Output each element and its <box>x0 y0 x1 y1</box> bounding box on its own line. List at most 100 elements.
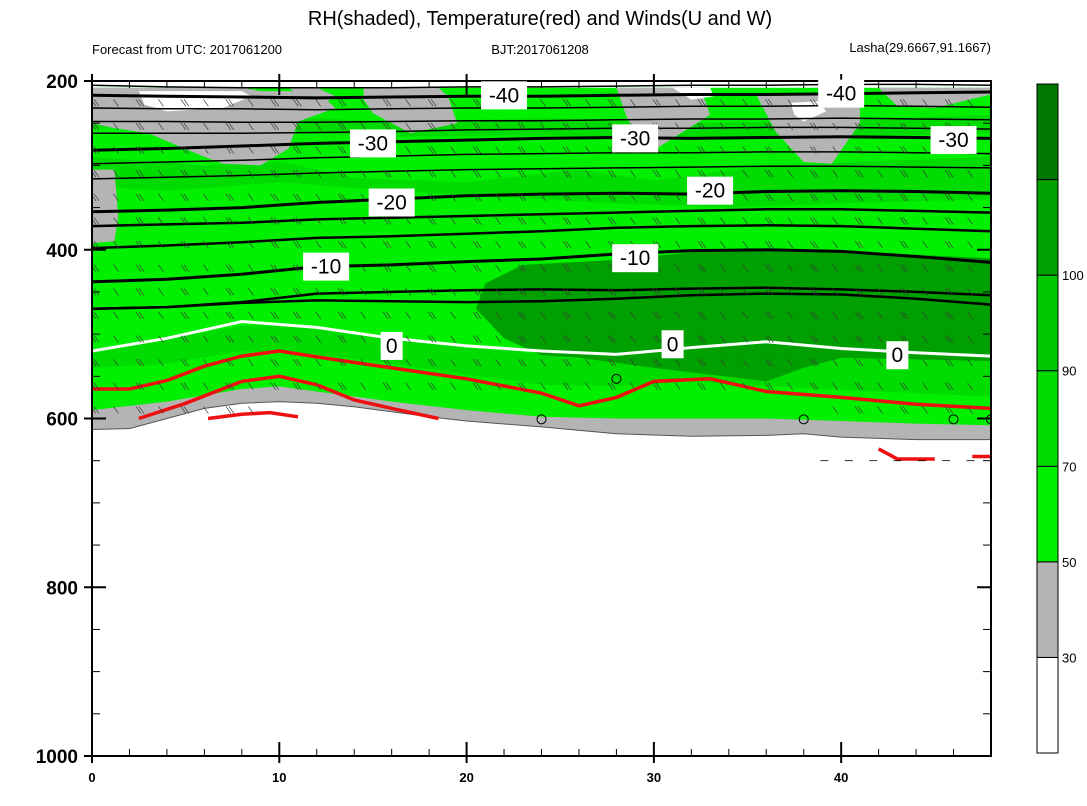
isotherm--30 <box>92 135 991 152</box>
wind-barb <box>270 193 277 202</box>
wind-barb <box>475 99 482 107</box>
contour-label--10: -10 <box>620 247 650 270</box>
wind-barb <box>113 358 119 367</box>
wind-barb <box>902 382 909 391</box>
wind-barb <box>700 358 707 367</box>
wind-barb <box>565 169 572 178</box>
colorbar: 30 50 70 90 100 <box>1036 83 1084 754</box>
wind-barb <box>92 147 97 154</box>
wind-barb <box>337 358 344 367</box>
wind-barb <box>340 146 347 154</box>
rh-band-low <box>92 351 991 411</box>
wind-barb <box>292 264 299 272</box>
wind-barb <box>944 335 951 343</box>
wind-barb <box>228 382 235 391</box>
wind-barb <box>295 288 302 296</box>
wind-barb <box>360 169 366 178</box>
wind-barb <box>720 382 726 391</box>
wind-barb <box>475 335 482 343</box>
wind-barb <box>610 193 617 202</box>
wind-barb <box>427 240 434 249</box>
wind-barb <box>655 193 662 202</box>
wind-barb <box>809 122 816 131</box>
wind-barb <box>292 288 299 296</box>
wind-barb <box>337 311 344 320</box>
wind-barb <box>450 311 456 320</box>
wind-barb <box>697 217 704 225</box>
temperature-red-contour <box>207 410 299 421</box>
wind-barb <box>113 382 119 391</box>
wind-barb <box>495 288 501 296</box>
wind-barb <box>273 240 280 249</box>
wind-barb <box>270 99 277 107</box>
y-tick-label: 200 <box>46 72 78 93</box>
temperature-red-contour <box>92 349 991 411</box>
wind-barb <box>944 217 951 225</box>
wind-barb <box>652 217 659 225</box>
wind-barb <box>315 122 322 131</box>
wind-barb <box>812 240 819 249</box>
wind-barb <box>520 193 527 202</box>
wind-barb <box>902 146 909 154</box>
wind-barb <box>450 122 456 131</box>
wind-barb <box>520 311 527 320</box>
wind-barb <box>360 217 366 225</box>
wind-barb <box>720 217 726 225</box>
wind-barb <box>340 358 347 367</box>
contour-label-box <box>349 129 396 158</box>
wind-barb <box>540 311 546 320</box>
wind-barb <box>655 99 662 107</box>
wind-barb <box>475 264 482 272</box>
wind-barb <box>203 288 209 296</box>
contour-label-box <box>380 331 403 360</box>
wind-barb <box>899 146 906 154</box>
wind-barb <box>700 288 707 296</box>
wind-barb <box>475 169 482 178</box>
wind-barb <box>495 169 501 178</box>
contour-label-box <box>687 176 734 205</box>
wind-barb <box>340 169 347 178</box>
wind-barb <box>607 146 614 154</box>
wind-barb <box>630 311 636 320</box>
wind-barb <box>180 193 187 202</box>
wind-barb <box>540 99 546 107</box>
wind-barb <box>292 311 299 320</box>
wind-barb <box>787 335 794 343</box>
wind-barb <box>273 311 280 320</box>
wind-barb <box>764 169 771 178</box>
contour-label-box <box>303 252 350 281</box>
wind-barb <box>225 146 232 154</box>
wind-barb <box>495 193 501 202</box>
wind-barb <box>857 169 864 178</box>
wind-barb <box>697 264 704 272</box>
wind-barb <box>585 122 591 131</box>
wind-barb <box>675 264 681 272</box>
wind-barb <box>630 99 636 107</box>
wind-barb <box>607 358 614 367</box>
wind-barb <box>812 193 819 202</box>
wind-barb <box>520 358 527 367</box>
wind-barb <box>767 146 774 154</box>
wind-barb <box>809 264 816 272</box>
colorbar-tick-label: 30 <box>1062 650 1076 665</box>
wind-barb <box>225 99 232 107</box>
wind-barb <box>517 311 524 320</box>
y-tick-label: 600 <box>46 410 78 431</box>
wind-barb <box>585 358 591 367</box>
wind-barb <box>340 193 347 202</box>
wind-barb <box>472 217 479 225</box>
wind-barb <box>812 122 819 131</box>
wind-barb <box>610 217 617 225</box>
wind-barb <box>697 169 704 178</box>
wind-barb <box>812 311 819 320</box>
wind-barb <box>405 169 411 178</box>
wind-barb <box>607 288 614 296</box>
wind-barb <box>248 406 254 414</box>
wind-barb <box>405 122 411 131</box>
wind-barb <box>902 311 909 320</box>
wind-barb <box>967 288 973 296</box>
wind-barb <box>495 335 501 343</box>
wind-barb <box>180 240 187 249</box>
wind-barb <box>315 193 322 202</box>
wind-barb <box>93 358 100 367</box>
